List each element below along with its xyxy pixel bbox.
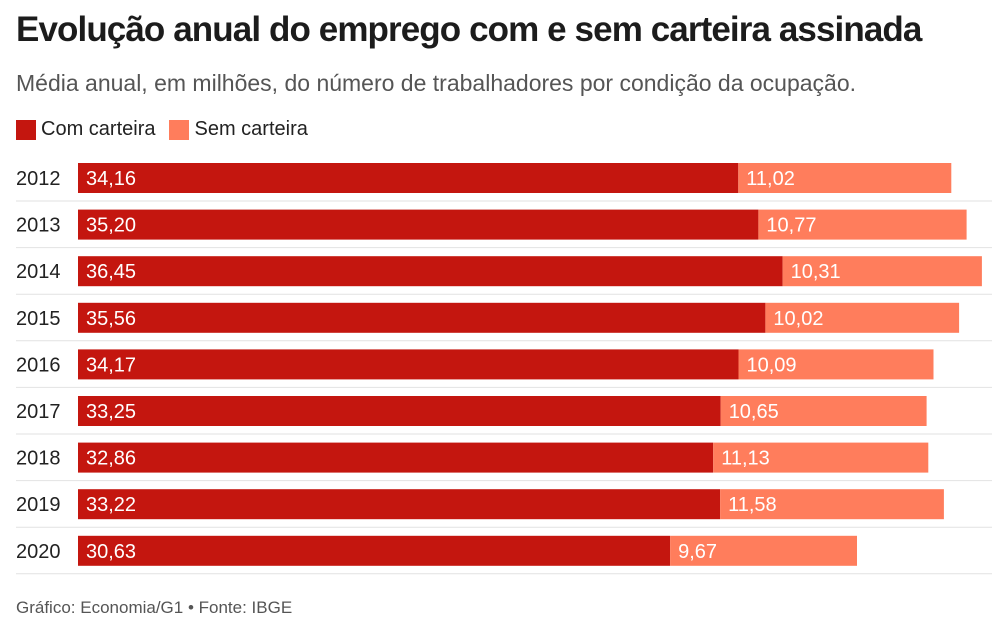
data-label-sem-carteira-year-2015: 10,02 [773, 308, 823, 330]
bar-com-carteira-year-2017 [78, 396, 721, 426]
category-label-year-2015: 2015 [16, 308, 61, 330]
bar-com-carteira-year-2012 [78, 163, 739, 193]
data-label-sem-carteira-year-2019: 11,58 [728, 494, 777, 516]
bar-com-carteira-year-2020 [78, 535, 671, 566]
data-label-com-carteira-year-2014: 36,45 [86, 261, 136, 283]
bar-sem-carteira-year-2015 [765, 302, 960, 333]
bar-com-carteira-year-2018 [78, 442, 714, 473]
bar-sem-carteira-year-2020 [670, 535, 857, 566]
bar-sem-carteira-year-2013 [758, 209, 967, 240]
legend-swatch-sem-carteira [169, 119, 190, 140]
category-label-year-2018: 2018 [16, 448, 61, 470]
legend-swatch-com-carteira [16, 119, 36, 140]
category-label-year-2017: 2017 [16, 401, 61, 423]
chart-legend: Com carteira Sem carteira [16, 118, 322, 141]
category-label-year-2013: 2013 [16, 215, 61, 237]
bar-sem-carteira-year-2016 [738, 349, 934, 380]
data-label-sem-carteira-year-2017: 10,65 [729, 401, 779, 423]
legend-item-sem-carteira: Sem carteira [169, 118, 308, 141]
data-label-com-carteira-year-2019: 33,22 [86, 494, 136, 516]
category-label-year-2012: 2012 [16, 168, 61, 190]
bar-sem-carteira-year-2018 [713, 442, 929, 473]
bar-com-carteira-year-2016 [78, 349, 739, 380]
data-label-com-carteira-year-2013: 35,20 [86, 215, 136, 237]
bar-sem-carteira-year-2014 [782, 256, 982, 287]
category-label-year-2019: 2019 [16, 494, 61, 516]
data-label-com-carteira-year-2016: 34,17 [86, 354, 136, 376]
data-label-sem-carteira-year-2018: 11,13 [721, 448, 770, 470]
data-label-sem-carteira-year-2020: 9,67 [678, 541, 717, 563]
page-title: Evolução anual do emprego com e sem cart… [16, 10, 922, 49]
legend-item-com-carteira: Com carteira [16, 118, 155, 141]
data-label-com-carteira-year-2012: 34,16 [86, 168, 136, 190]
data-label-sem-carteira-year-2013: 10,77 [766, 215, 816, 237]
legend-label-com-carteira: Com carteira [41, 118, 156, 140]
data-label-sem-carteira-year-2014: 10,31 [791, 261, 841, 283]
bar-sem-carteira-year-2012 [738, 163, 952, 193]
data-label-com-carteira-year-2020: 30,63 [86, 541, 136, 563]
legend-label-sem-carteira: Sem carteira [194, 118, 308, 140]
bar-com-carteira-year-2019 [78, 489, 721, 520]
bar-com-carteira-year-2013 [78, 209, 759, 240]
data-label-com-carteira-year-2017: 33,25 [86, 401, 136, 423]
data-label-sem-carteira-year-2012: 11,02 [746, 168, 795, 190]
data-label-com-carteira-year-2018: 32,86 [86, 448, 136, 470]
source-credit: Gráfico: Economia/G1 • Fonte: IBGE [16, 598, 293, 617]
data-label-com-carteira-year-2015: 35,56 [86, 308, 136, 330]
category-label-year-2016: 2016 [16, 354, 61, 376]
category-label-year-2020: 2020 [16, 541, 61, 563]
stacked-bar-chart: 2012 34,16 11,02 2013 35,20 10,77 2014 36,45 10,… [16, 163, 992, 575]
category-label-year-2014: 2014 [16, 261, 61, 283]
bar-sem-carteira-year-2019 [720, 489, 944, 520]
bar-com-carteira-year-2014 [78, 256, 783, 287]
data-label-sem-carteira-year-2016: 10,09 [747, 354, 797, 376]
bar-sem-carteira-year-2017 [720, 396, 927, 426]
bar-com-carteira-year-2015 [78, 302, 766, 333]
page-subtitle: Média anual, em milhões, do número de tr… [16, 70, 857, 96]
